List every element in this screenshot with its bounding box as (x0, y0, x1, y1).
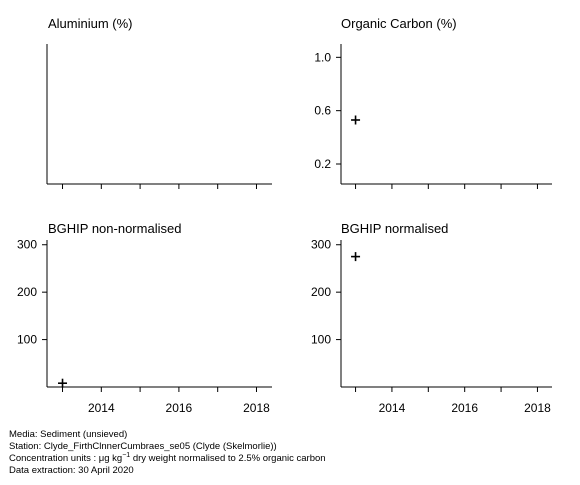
y-tick-label: 1.0 (314, 50, 331, 64)
x-tick-label: 2014 (379, 401, 406, 415)
footer-station: Station: Clyde_FirthClnnerCumbraes_se05 … (9, 441, 277, 452)
footer-extraction: Data extraction: 30 April 2020 (9, 465, 134, 476)
y-tick-label: 300 (311, 238, 331, 252)
y-tick-label: 0.6 (314, 104, 331, 118)
x-tick-label: 2018 (243, 401, 270, 415)
panel-bghip-non-normalised: BGHIP non-normalised 2014 2016 2018 100 200 3… (17, 221, 272, 415)
x-tick-label: 2014 (88, 401, 115, 415)
panel-title: BGHIP non-normalised (48, 221, 181, 236)
footer-units-exponent: −1 (122, 452, 130, 459)
footer-notes: Media: Sediment (unsieved) Station: Clyd… (9, 429, 326, 476)
y-tick-label: 0.2 (314, 157, 331, 171)
footer-units-suffix: dry weight normalised to 2.5% organic ca… (130, 453, 325, 464)
data-point (351, 252, 361, 262)
footer-media: Media: Sediment (unsieved) (9, 429, 127, 440)
footer-units: Concentration units : μg kg−1 dry weight… (9, 452, 326, 464)
x-tick-label: 2016 (451, 401, 478, 415)
y-tick-label: 200 (311, 285, 331, 299)
panel-bghip-normalised: BGHIP normalised 2014 2016 2018 100 200 300 (311, 221, 552, 415)
panel-title: BGHIP normalised (341, 221, 448, 236)
data-point (351, 115, 361, 125)
y-tick-label: 100 (311, 333, 331, 347)
y-tick-label: 100 (17, 333, 37, 347)
panel-aluminium: Aluminium (%) (46, 16, 272, 189)
panel-title: Organic Carbon (%) (341, 16, 457, 31)
panel-title: Aluminium (%) (48, 16, 133, 31)
data-point (58, 378, 68, 388)
panel-organic-carbon: Organic Carbon (%) 0.2 0.6 1.0 (314, 16, 552, 189)
x-tick-label: 2016 (166, 401, 193, 415)
x-tick-label: 2018 (524, 401, 551, 415)
footer-units-prefix: Concentration units : μg kg (9, 453, 122, 464)
y-tick-label: 300 (17, 238, 37, 252)
y-tick-label: 200 (17, 285, 37, 299)
